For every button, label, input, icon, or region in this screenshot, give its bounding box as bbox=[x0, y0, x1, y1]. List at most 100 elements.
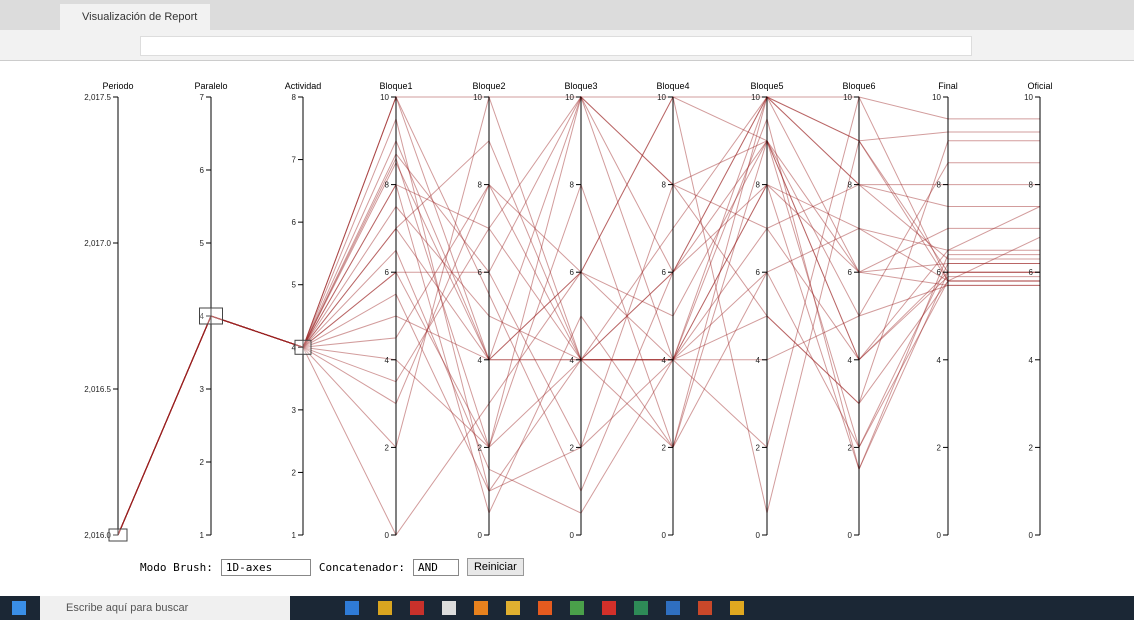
tick-label: 6 bbox=[848, 268, 853, 277]
tick-label: 6 bbox=[756, 268, 761, 277]
app-icon[interactable] bbox=[730, 601, 744, 615]
app-icon[interactable] bbox=[666, 601, 680, 615]
tick-label: 0 bbox=[937, 531, 942, 540]
axis-title: Paralelo bbox=[194, 81, 227, 91]
tick-label: 4 bbox=[292, 343, 297, 352]
tick-label: 2,016.5 bbox=[84, 385, 111, 394]
tick-label: 2 bbox=[848, 443, 853, 452]
reset-button[interactable]: Reiniciar bbox=[466, 558, 524, 576]
tick-label: 2,017.5 bbox=[84, 93, 111, 102]
tick-label: 0 bbox=[478, 531, 483, 540]
start-button[interactable] bbox=[12, 601, 26, 615]
record-line bbox=[117, 96, 1040, 536]
tick-label: 10 bbox=[843, 93, 852, 102]
axis-title: Bloque6 bbox=[842, 81, 875, 91]
app-icon[interactable] bbox=[698, 601, 712, 615]
tick-label: 4 bbox=[848, 356, 853, 365]
axis-title: Bloque2 bbox=[472, 81, 505, 91]
tick-label: 7 bbox=[292, 156, 297, 165]
tick-label: 6 bbox=[292, 218, 297, 227]
controls: Modo Brush: 1D-axes Concatenador: AND Re… bbox=[140, 558, 524, 576]
tick-label: 8 bbox=[292, 93, 297, 102]
record-line bbox=[117, 96, 1040, 536]
tick-label: 6 bbox=[200, 166, 205, 175]
tick-label: 5 bbox=[200, 239, 205, 248]
app-icon[interactable] bbox=[634, 601, 648, 615]
tick-label: 10 bbox=[565, 93, 574, 102]
tick-label: 8 bbox=[756, 181, 761, 190]
axis-title: Bloque1 bbox=[379, 81, 412, 91]
app-icon[interactable] bbox=[602, 601, 616, 615]
brush-select[interactable]: 1D-axes bbox=[220, 558, 311, 576]
tick-label: 4 bbox=[385, 356, 390, 365]
record-line bbox=[117, 96, 1040, 536]
tick-label: 8 bbox=[478, 181, 483, 190]
tick-label: 10 bbox=[932, 93, 941, 102]
record-line bbox=[117, 117, 1041, 536]
tick-label: 4 bbox=[1029, 356, 1034, 365]
record-line bbox=[117, 96, 1040, 536]
tick-label: 2 bbox=[478, 443, 483, 452]
parallel-chart: Periodo 2,016.0 2,016.5 2,017.0 2,017.5 Paral… bbox=[84, 81, 1053, 542]
tick-label: 8 bbox=[570, 181, 575, 190]
record-line bbox=[117, 96, 1040, 536]
tick-label: 0 bbox=[1029, 531, 1034, 540]
axis-title: Bloque5 bbox=[750, 81, 783, 91]
axis-title: Bloque4 bbox=[656, 81, 689, 91]
tick-label: 2 bbox=[662, 443, 667, 452]
record-line bbox=[117, 95, 1040, 536]
tick-label: 3 bbox=[292, 406, 297, 415]
url-field[interactable] bbox=[140, 36, 972, 56]
axis-title: Final bbox=[938, 81, 958, 91]
record-line bbox=[117, 96, 1040, 536]
tick-label: 10 bbox=[751, 93, 760, 102]
record-line bbox=[117, 117, 1040, 536]
tick-label: 2,016.0 bbox=[84, 531, 111, 540]
tick-label: 10 bbox=[657, 93, 666, 102]
record-line bbox=[117, 95, 1040, 536]
tick-label: 6 bbox=[662, 268, 667, 277]
tick-label: 6 bbox=[478, 268, 483, 277]
tick-label: 2 bbox=[292, 468, 297, 477]
axis-title: Actividad bbox=[285, 81, 322, 91]
tick-label: 2 bbox=[200, 458, 205, 467]
tick-label: 0 bbox=[848, 531, 853, 540]
concat-label: Concatenador: bbox=[318, 560, 405, 574]
axis-title: Bloque3 bbox=[564, 81, 597, 91]
tick-label: 8 bbox=[662, 181, 667, 190]
app-icon[interactable] bbox=[378, 601, 392, 615]
tick-label: 4 bbox=[570, 356, 575, 365]
app-icon[interactable] bbox=[442, 601, 456, 615]
app-icon[interactable] bbox=[570, 601, 584, 615]
tab-bar: Visualización de Report bbox=[0, 0, 1134, 30]
tick-label: 4 bbox=[200, 312, 205, 321]
tick-label: 5 bbox=[292, 281, 297, 290]
app-icon[interactable] bbox=[410, 601, 424, 615]
app-icon[interactable] bbox=[474, 601, 488, 615]
brush-label: Modo Brush: bbox=[140, 560, 213, 574]
browser-tab[interactable]: Visualización de Report bbox=[60, 4, 210, 30]
brush bbox=[294, 339, 312, 355]
axis-title: Oficial bbox=[1027, 81, 1052, 91]
tick-label: 0 bbox=[385, 531, 390, 540]
tick-label: 4 bbox=[662, 356, 667, 365]
concat-select[interactable]: AND bbox=[412, 558, 459, 576]
record-line bbox=[117, 161, 1040, 536]
record-line bbox=[117, 96, 1040, 536]
tick-label: 2 bbox=[937, 443, 942, 452]
tick-label: 8 bbox=[937, 181, 942, 190]
search-box[interactable]: Escribe aquí para buscar bbox=[40, 596, 290, 620]
tick-label: 4 bbox=[478, 356, 483, 365]
tick-label: 1 bbox=[292, 531, 297, 540]
brush bbox=[199, 307, 223, 325]
app-icon[interactable] bbox=[345, 601, 359, 615]
record-line bbox=[117, 95, 1040, 536]
brush bbox=[108, 528, 128, 542]
app-icon[interactable] bbox=[538, 601, 552, 615]
tick-label: 4 bbox=[756, 356, 761, 365]
tick-label: 8 bbox=[1029, 181, 1034, 190]
address-bar bbox=[0, 30, 1134, 61]
app-icon[interactable] bbox=[506, 601, 520, 615]
record-line bbox=[117, 95, 1040, 536]
